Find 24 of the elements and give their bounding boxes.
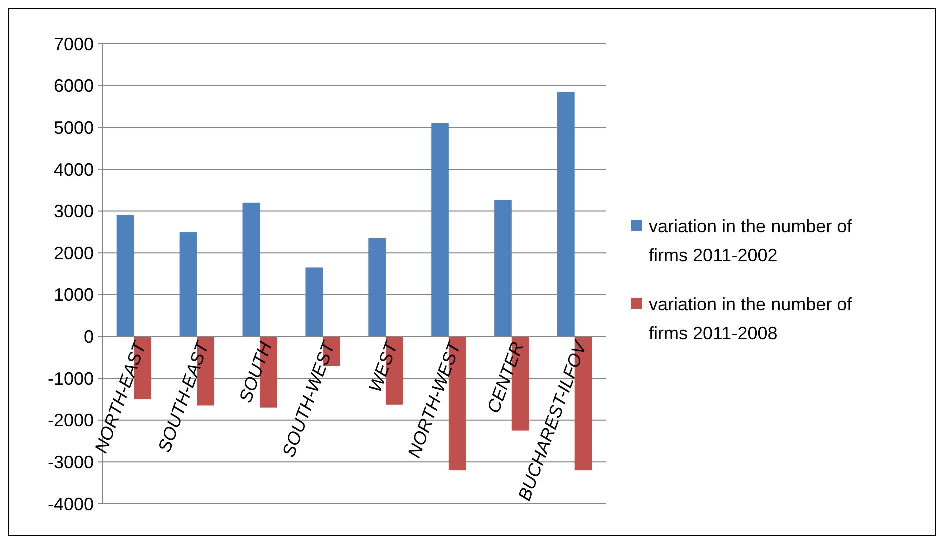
bar — [116, 215, 134, 337]
x-tick-label: WEST — [365, 338, 402, 396]
legend-label: variation in the number of firms 2011-2002 — [649, 216, 854, 266]
bar — [180, 232, 198, 337]
y-tick-label: 5000 — [54, 118, 94, 138]
bar — [432, 123, 449, 337]
y-tick-label: 3000 — [54, 202, 94, 222]
bar — [306, 268, 324, 337]
y-tick-label: -2000 — [48, 410, 94, 431]
y-tick-label: -3000 — [48, 452, 94, 472]
y-tick-label: 0 — [84, 327, 94, 348]
bar — [368, 238, 386, 337]
y-tick-label: 1000 — [54, 285, 94, 306]
y-tick-label: 7000 — [54, 34, 94, 54]
x-tick-label: SOUTH — [235, 338, 276, 406]
y-tick-label: -1000 — [48, 368, 94, 389]
legend-label: variation in the number of firms 2011-2008 — [649, 294, 854, 344]
y-tick-label: 2000 — [54, 243, 94, 264]
y-tick-label: 4000 — [54, 160, 94, 180]
y-tick-label: -4000 — [48, 494, 94, 514]
bar — [242, 202, 260, 337]
bar — [494, 200, 512, 337]
bar — [558, 92, 575, 337]
y-tick-label: 6000 — [54, 76, 94, 96]
